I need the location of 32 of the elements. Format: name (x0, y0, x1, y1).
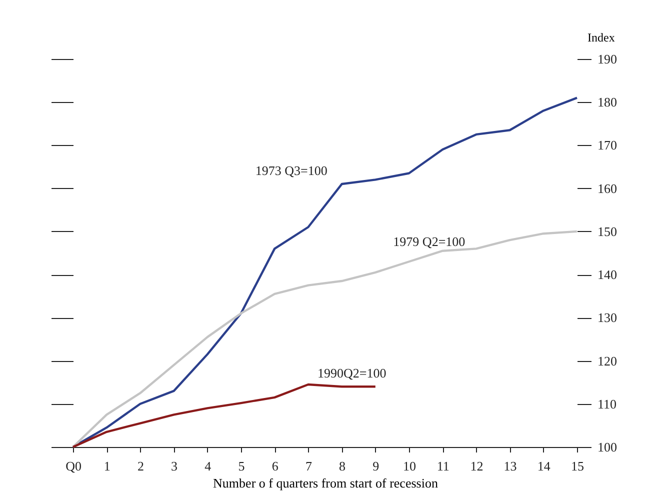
x-tick-label: 5 (238, 458, 245, 474)
x-axis-title: Number o f quarters from start of recession (213, 476, 438, 490)
x-tick-label: 11 (436, 458, 450, 474)
y-tick-label: 160 (598, 180, 617, 196)
y-tick-label: 180 (598, 94, 617, 110)
x-tick-label: Q0 (66, 458, 82, 474)
series-label: 1990Q2=100 (318, 366, 386, 381)
x-tick-label: 6 (272, 458, 279, 474)
x-tick-label: 8 (339, 458, 346, 474)
x-tick-label: 7 (305, 458, 312, 474)
y-tick-label: 170 (598, 138, 617, 153)
x-tick-label: 15 (571, 458, 584, 474)
y-tick-label: 190 (598, 52, 617, 66)
series-label: 1973 Q3=100 (255, 163, 328, 178)
x-tick-label: 2 (137, 458, 144, 474)
x-tick-label: 3 (171, 458, 178, 474)
y-axis-title: Index (588, 30, 615, 44)
y-tick-label: 100 (598, 440, 617, 454)
x-tick-label: 4 (204, 458, 212, 474)
x-tick-label: 14 (537, 458, 551, 474)
x-tick-label: 13 (504, 458, 517, 474)
y-tick-label: 140 (598, 267, 617, 282)
y-tick-label: 110 (598, 396, 617, 412)
x-tick-label: 1 (104, 458, 110, 474)
x-tick-label: 12 (470, 458, 484, 474)
y-tick-label: 130 (598, 310, 617, 326)
x-tick-label: 10 (403, 458, 416, 474)
x-tick-label: 9 (372, 458, 380, 474)
y-tick-label: 150 (598, 224, 617, 239)
y-tick-label: 120 (598, 353, 617, 368)
line-series (72, 383, 376, 448)
series-label: 1979 Q2=100 (393, 234, 466, 250)
